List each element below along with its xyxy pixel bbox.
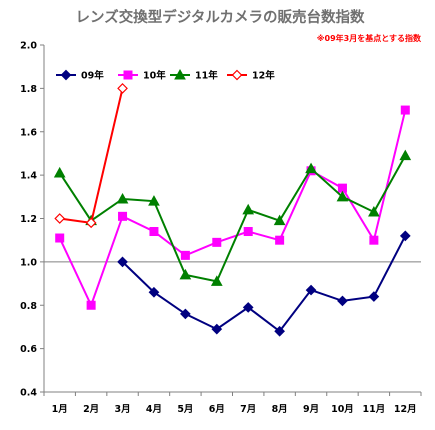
data-point xyxy=(53,166,66,178)
y-tick-label: 0.6 xyxy=(20,344,37,355)
data-point xyxy=(117,256,128,268)
data-point xyxy=(368,291,380,302)
series-layer xyxy=(53,83,412,337)
series-line xyxy=(58,109,407,308)
legend-item: 09年 xyxy=(56,70,104,82)
x-tick-label: 5月 xyxy=(177,404,193,415)
series-line xyxy=(59,88,124,224)
y-tick-label: 2.0 xyxy=(20,41,37,52)
data-point xyxy=(179,268,192,280)
y-tick-label: 1.6 xyxy=(20,127,37,138)
plot-axes: 0.4 0.6 0.8 1.0 1.2 1.4 1.6 1.8 2.0 1月 2月 3月 4月 5月 6月 7… xyxy=(20,41,422,415)
data-point xyxy=(368,205,380,217)
chart-title: レンズ交換型デジタルカメラの販売台数指数 xyxy=(76,8,365,26)
legend-item: 10年 xyxy=(118,70,166,82)
data-point xyxy=(273,214,286,226)
data-point xyxy=(210,275,223,286)
x-tick-label: 8月 xyxy=(272,404,288,415)
legend-marker xyxy=(174,68,186,80)
data-point xyxy=(180,308,191,320)
data-point xyxy=(399,149,412,161)
x-tick-label: 9月 xyxy=(303,404,319,415)
y-tick-label: 1.2 xyxy=(20,214,37,225)
legend-marker xyxy=(231,69,243,81)
x-tick-label: 3月 xyxy=(114,404,130,415)
data-point xyxy=(275,235,285,245)
data-point xyxy=(54,213,66,224)
x-tick-label: 11月 xyxy=(363,404,386,415)
data-point xyxy=(399,230,411,242)
series-4 xyxy=(54,83,128,229)
x-tick-label: 2月 xyxy=(83,404,99,415)
x-tick-label: 4月 xyxy=(146,404,162,415)
legend-label: 09年 xyxy=(81,70,104,82)
legend-label: 10年 xyxy=(143,70,166,82)
y-tick-label: 0.4 xyxy=(20,388,37,399)
series-3 xyxy=(53,149,412,286)
legend-item: 12年 xyxy=(227,70,275,82)
data-point xyxy=(180,250,190,260)
x-tick-label: 6月 xyxy=(209,404,225,415)
data-point xyxy=(55,233,65,243)
data-point xyxy=(148,195,160,206)
legend-item: 11年 xyxy=(170,68,218,82)
data-point xyxy=(85,217,97,229)
x-tick-label: 7月 xyxy=(240,404,256,415)
data-point xyxy=(305,284,317,296)
data-point xyxy=(86,300,96,310)
y-tick-label: 1.0 xyxy=(20,257,37,268)
data-point xyxy=(369,235,379,245)
data-point xyxy=(274,325,285,337)
data-point xyxy=(116,192,129,204)
data-point xyxy=(149,227,159,237)
x-tick-label: 12月 xyxy=(394,404,417,415)
y-tick-label: 1.8 xyxy=(20,84,37,95)
y-tick-label: 0.8 xyxy=(20,301,37,312)
series-1 xyxy=(117,230,411,337)
legend-marker xyxy=(123,70,133,80)
data-point xyxy=(118,211,128,221)
y-tick-label: 1.4 xyxy=(20,171,37,182)
data-point xyxy=(117,83,128,94)
data-point xyxy=(211,323,223,335)
chart-note: ※09年3月を基点とする指数 xyxy=(317,33,422,43)
data-point xyxy=(148,286,160,298)
legend-marker xyxy=(60,69,72,81)
data-point xyxy=(242,203,255,215)
series-line xyxy=(121,235,407,333)
data-point xyxy=(305,162,317,174)
data-point xyxy=(243,227,253,237)
legend: 09年 10年 11年 12年 xyxy=(56,68,275,82)
data-point xyxy=(336,190,349,202)
x-tick-label: 10月 xyxy=(331,404,354,415)
data-point xyxy=(212,237,222,247)
legend-label: 11年 xyxy=(195,70,218,82)
x-tick-label: 1月 xyxy=(52,404,68,415)
data-point xyxy=(400,105,410,115)
data-point xyxy=(242,302,254,313)
legend-label: 12年 xyxy=(252,70,275,82)
data-point xyxy=(337,295,348,307)
series-line xyxy=(58,155,407,283)
